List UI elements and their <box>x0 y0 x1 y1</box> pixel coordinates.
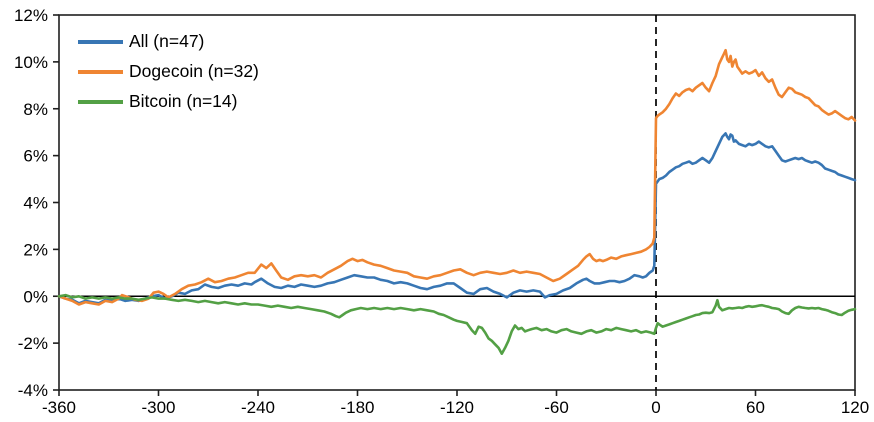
legend-label-all: All (n=47) <box>129 30 205 51</box>
legend-label-dogecoin: Dogecoin (n=32) <box>129 60 259 81</box>
y-tick-label: 8% <box>23 100 48 119</box>
legend-item-bitcoin: Bitcoin (n=14) <box>78 91 259 112</box>
legend-label-bitcoin: Bitcoin (n=14) <box>129 90 238 111</box>
x-tick-label: -360 <box>42 398 76 417</box>
y-tick-label: -2% <box>18 334 48 353</box>
legend-swatch-bitcoin <box>78 99 123 104</box>
series-line-bitcoin <box>57 293 857 356</box>
legend-item-all: All (n=47) <box>78 31 259 52</box>
y-tick-label: 12% <box>14 6 48 25</box>
x-tick-label: 0 <box>651 398 660 417</box>
x-tick-label: 120 <box>841 398 869 417</box>
legend-swatch-dogecoin <box>78 69 123 74</box>
y-tick-label: 2% <box>23 240 48 259</box>
x-tick-label: -180 <box>340 398 374 417</box>
series-line-dogecoin <box>57 48 857 306</box>
legend-swatch-all <box>78 39 123 44</box>
y-tick-label: -4% <box>18 381 48 400</box>
x-tick-label: -240 <box>241 398 275 417</box>
y-tick-label: 4% <box>23 194 48 213</box>
y-tick-label: 0% <box>23 287 48 306</box>
x-tick-label: -300 <box>141 398 175 417</box>
x-tick-label: -60 <box>544 398 569 417</box>
x-tick-label: 60 <box>746 398 765 417</box>
y-tick-label: 6% <box>23 147 48 166</box>
x-tick-label: -120 <box>440 398 474 417</box>
y-tick-label: 10% <box>14 53 48 72</box>
series-line-all <box>57 132 857 305</box>
legend-item-dogecoin: Dogecoin (n=32) <box>78 61 259 82</box>
legend: All (n=47) Dogecoin (n=32) Bitcoin (n=14… <box>78 31 259 112</box>
